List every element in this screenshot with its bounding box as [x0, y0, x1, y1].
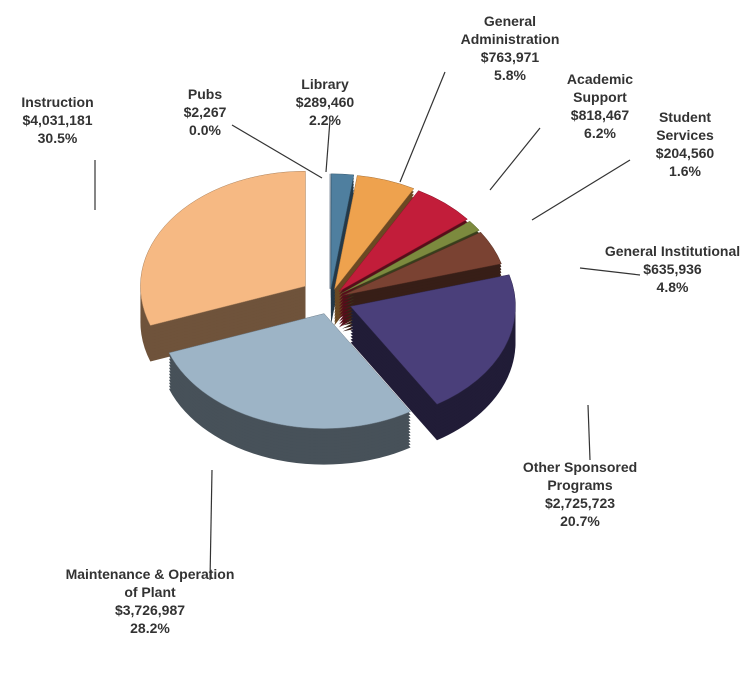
slice — [338, 190, 468, 292]
category-label: Pubs — [187, 86, 223, 102]
category-label: Student Services — [656, 109, 714, 143]
slice-label: Library $289,460 2.2% — [270, 75, 380, 129]
value-label: $2,267 — [183, 104, 227, 120]
percent-label: 28.2% — [130, 620, 170, 636]
leader-line — [579, 267, 641, 276]
slice-label: Pubs $2,267 0.0% — [160, 85, 250, 139]
category-label: Academic Support — [566, 71, 634, 105]
value-label: $204,560 — [655, 145, 715, 161]
percent-label: 0.0% — [189, 122, 221, 138]
slice — [168, 313, 411, 429]
slice — [350, 274, 516, 405]
leader-line — [531, 159, 631, 221]
slice-label: Student Services $204,560 1.6% — [630, 108, 740, 180]
category-label: General Institutional — [604, 243, 741, 259]
value-label: $3,726,987 — [114, 602, 186, 618]
slice-label: General Administration $763,971 5.8% — [440, 12, 580, 84]
value-label: $4,031,181 — [22, 112, 93, 128]
leader-line — [209, 469, 213, 581]
percent-label: 30.5% — [37, 130, 78, 146]
slice — [140, 170, 306, 326]
percent-label: 20.7% — [560, 513, 600, 529]
percent-label: 1.6% — [669, 163, 701, 179]
value-label: $2,725,723 — [544, 495, 616, 511]
category-label: Maintenance & Operation of Plant — [65, 566, 235, 600]
value-label: $763,971 — [480, 49, 540, 65]
leader-line — [325, 119, 331, 173]
percent-label: 2.2% — [309, 112, 341, 128]
slice — [341, 220, 480, 294]
category-label: Library — [301, 76, 349, 92]
slice-label: General Institutional $635,936 4.8% — [600, 242, 745, 296]
percent-label: 4.8% — [656, 279, 689, 295]
leader-line — [587, 404, 591, 461]
slice-label: Other Sponsored Programs $2,725,723 20.7% — [505, 458, 655, 530]
value-label: $818,467 — [570, 107, 630, 123]
category-label: Instruction — [21, 94, 94, 110]
category-label: Other Sponsored Programs — [522, 459, 638, 493]
leader-line — [399, 71, 446, 183]
percent-label: 5.8% — [494, 67, 526, 83]
slice-label: Academic Support $818,467 6.2% — [540, 70, 660, 142]
category-label: General Administration — [460, 13, 560, 47]
leader-line — [231, 124, 323, 179]
slice-label: Maintenance & Operation of Plant $3,726,9… — [60, 565, 240, 637]
value-label: $289,460 — [295, 94, 355, 110]
slice-label: Instruction $4,031,181 30.5% — [0, 93, 115, 147]
slice — [330, 173, 355, 289]
leader-line — [489, 127, 541, 191]
value-label: $635,936 — [643, 261, 702, 277]
slice — [334, 175, 415, 290]
percent-label: 6.2% — [584, 125, 616, 141]
slice — [342, 231, 502, 296]
